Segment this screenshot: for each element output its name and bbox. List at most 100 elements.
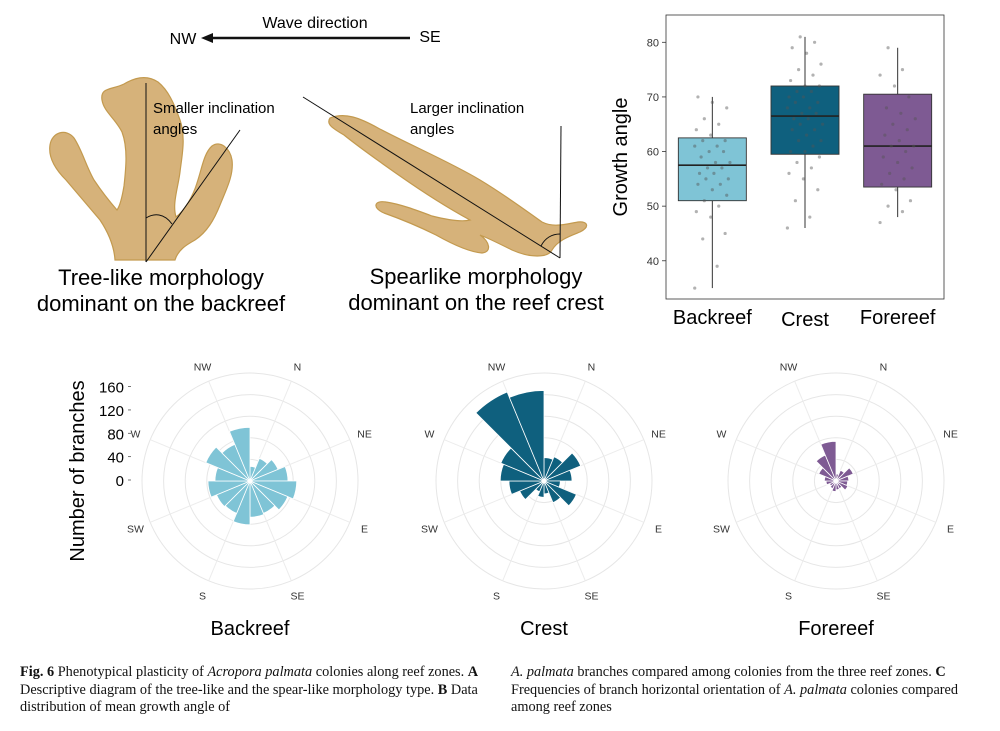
jitter-point [899,111,903,115]
jitter-point [709,215,713,219]
jitter-point [701,139,705,143]
jitter-point [813,40,817,44]
radial-tick-label: 40 [107,450,124,467]
jitter-point [710,100,714,104]
jitter-point [912,144,916,148]
jitter-point [726,177,730,181]
polar-grid-ring [770,415,902,547]
rose-sector [543,480,577,507]
compass-label-sw: SW [127,523,144,535]
rose-sector [249,480,289,511]
jitter-point [816,188,820,192]
caption-panel-label: A [467,664,479,680]
x-category-label: Crest [781,309,829,331]
jitter-point [889,144,893,148]
jitter-point [713,160,718,165]
jitter-point [712,171,716,175]
jitter-point [907,95,911,99]
tree-title-1: Tree-like morphology [58,265,264,290]
rose-sector [835,467,854,482]
caption-text: Frequencies of branch horizontal orienta… [511,681,785,698]
compass-label-s: S [785,591,792,603]
jitter-point [694,210,698,214]
caption-text: colonies compared among reef zones [511,681,959,716]
jitter-point [696,182,700,186]
rose-title-crest: Crest [520,618,568,640]
caption-fig-label: Fig. 6 [20,664,55,680]
jitter-point [880,182,884,186]
compass-label-ne: NE [943,429,958,441]
jitter-point [814,111,818,115]
tree-title-2: dominant on the backreef [37,291,286,316]
rose-title-backreef: Backreef [211,618,290,640]
jitter-point [696,95,700,99]
jitter-point [891,122,895,126]
x-category-label: Backreef [673,307,752,329]
jitter-point [792,117,796,121]
jitter-point [787,95,791,99]
jitter-point [809,89,813,94]
jitter-point [878,220,882,225]
x-category-label: Forereef [860,307,936,329]
jitter-point [704,177,708,181]
rose-title-forereef: Forereef [798,618,874,640]
jitter-point [728,160,732,165]
compass-label-ne: NE [651,429,666,441]
jitter-point [721,149,726,154]
jitter-point [725,106,729,110]
compass-label-sw: SW [713,523,730,535]
jitter-point [805,51,809,55]
y-axis-label: Growth angle [610,98,632,217]
jitter-point [702,117,706,121]
morphology-diagram: Wave direction NW SE Smaller inclination… [37,15,604,316]
jitter-point [798,35,802,39]
compass-label-se: SE [584,591,598,603]
orientation-rose-diagrams: NNEESESSWWNWBackreefNNEESESSWWNWCrestNNE… [67,361,958,640]
caption-text: colonies along reef zones. [312,664,468,680]
jitter-point [803,84,807,88]
jitter-point [702,199,706,203]
polar-grid-ring [792,437,880,525]
radial-tick-label: 120 [99,403,124,420]
jitter-point [908,199,913,203]
jitter-point [793,100,797,104]
jitter-point [710,188,714,192]
radial-tick-label: 160 [99,380,124,397]
polar-grid-ring [184,415,316,547]
jitter-point [900,210,905,214]
jitter-point [720,166,724,170]
compass-label-se: SE [876,591,890,603]
rose-y-axis-label: Number of branches [67,380,89,561]
jitter-point [902,177,906,181]
polar-grid-ring [749,394,923,568]
jitter-point [904,149,908,154]
polar-grid-ring [435,372,653,590]
compass-label-w: W [716,429,726,441]
jitter-point [900,68,905,72]
jitter-point [789,149,793,154]
tree-note-1: Smaller inclination [153,100,275,117]
polar-grid-spoke [835,381,878,482]
compass-label-n: N [588,361,596,373]
polar-grid-ring [163,394,337,568]
caption-panel-label: C [935,664,946,680]
se-label: SE [419,29,440,46]
caption-species: A. palmata [784,681,847,698]
tree-angle-arc [145,214,173,225]
wave-direction-label: Wave direction [262,15,367,32]
spear-note-1: Larger inclination [410,100,524,117]
caption-panel-label: B [437,681,448,698]
jitter-point [817,84,821,88]
jitter-point [913,117,917,121]
radial-tick-label: 0 [116,473,124,490]
compass-label-sw: SW [421,523,438,535]
jitter-point [811,144,815,148]
jitter-point [819,62,823,66]
box-backreef [677,137,747,202]
figure-caption-left: Fig. 6 Phenotypical plasticity of Acropo… [20,664,482,717]
compass-label-n: N [294,361,302,373]
compass-label-s: S [493,591,500,603]
jitter-point [795,160,799,165]
spear-angle-arc [540,233,561,247]
jitter-point [888,171,892,175]
